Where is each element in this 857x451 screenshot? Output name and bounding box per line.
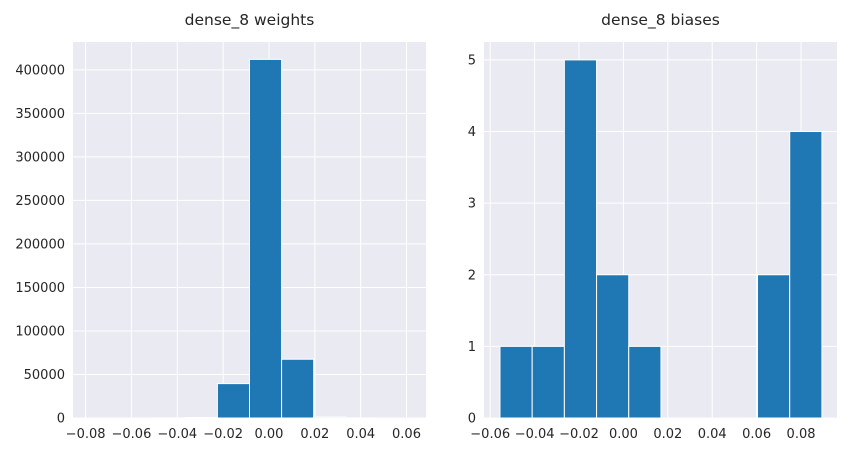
weights-histogram-bar bbox=[281, 358, 315, 419]
biases-y-tick-label: 1 bbox=[468, 340, 476, 355]
biases-histogram-bar bbox=[789, 131, 823, 419]
weights-x-tick-label: −0.02 bbox=[203, 427, 243, 442]
weights-x-tick-label: 0.00 bbox=[255, 427, 284, 442]
weights-y-tick-label: 350000 bbox=[15, 107, 65, 122]
weights-x-tick-label: −0.06 bbox=[112, 427, 152, 442]
biases-y-tick-label: 2 bbox=[468, 268, 476, 283]
biases-y-tick-labels: 0 1 2 3 4 5 bbox=[468, 53, 476, 426]
weights-y-tick-label: 200000 bbox=[15, 237, 65, 252]
weights-histogram-bar bbox=[216, 383, 250, 419]
weights-y-tick-label: 250000 bbox=[15, 194, 65, 209]
weights-x-tick-label: −0.04 bbox=[157, 427, 197, 442]
weights-y-tick-label: 0 bbox=[57, 412, 65, 427]
biases-x-tick-label: 0.06 bbox=[742, 427, 771, 442]
weights-histogram-bar bbox=[313, 416, 347, 419]
biases-x-tick-label: 0.02 bbox=[653, 427, 682, 442]
weights-x-tick-label: 0.02 bbox=[300, 427, 329, 442]
biases-x-tick-label: 0.00 bbox=[609, 427, 638, 442]
biases-histogram-panel: −0.06 −0.04 −0.02 0.00 0.02 0.04 0.06 0.08 0 1 2 3… bbox=[468, 11, 837, 442]
weights-x-tick-label: 0.06 bbox=[392, 427, 421, 442]
weights-x-tick-label: 0.04 bbox=[346, 427, 375, 442]
weights-y-tick-label: 400000 bbox=[15, 63, 65, 78]
biases-chart-title: dense_8 biases bbox=[601, 11, 720, 30]
weights-histogram-panel: −0.08 −0.06 −0.04 −0.02 0.00 0.02 0.04 0.06 0 50… bbox=[15, 11, 426, 442]
biases-x-tick-label: −0.02 bbox=[559, 427, 599, 442]
biases-x-tick-label: −0.06 bbox=[470, 427, 510, 442]
biases-x-tick-label: −0.04 bbox=[515, 427, 555, 442]
biases-histogram-bar bbox=[531, 345, 565, 419]
biases-x-tick-label: 0.04 bbox=[698, 427, 727, 442]
weights-y-tick-label: 100000 bbox=[15, 324, 65, 339]
biases-y-tick-label: 4 bbox=[468, 125, 476, 140]
weights-y-tick-label: 300000 bbox=[15, 150, 65, 165]
biases-y-tick-label: 3 bbox=[468, 197, 476, 212]
weights-y-tick-label: 150000 bbox=[15, 281, 65, 296]
biases-histogram-bar bbox=[628, 345, 662, 419]
weights-x-tick-labels: −0.08 −0.06 −0.04 −0.02 0.00 0.02 0.04 0.06 bbox=[66, 427, 421, 442]
weights-histogram-bar bbox=[249, 58, 283, 419]
weights-chart-title: dense_8 weights bbox=[185, 11, 315, 30]
biases-histogram-bar bbox=[563, 59, 598, 419]
biases-bars bbox=[499, 59, 823, 419]
weights-bars bbox=[88, 58, 411, 419]
biases-y-tick-label: 0 bbox=[468, 412, 476, 427]
weights-y-tick-labels: 0 50000 100000 150000 200000 250000 300000 3500… bbox=[15, 63, 65, 426]
biases-histogram-bar bbox=[596, 274, 630, 419]
biases-y-tick-label: 5 bbox=[468, 53, 476, 68]
biases-x-tick-labels: −0.06 −0.04 −0.02 0.00 0.02 0.04 0.06 0.08 bbox=[470, 427, 815, 442]
weights-y-tick-label: 50000 bbox=[24, 368, 65, 383]
biases-histogram-bar bbox=[757, 274, 791, 419]
biases-x-tick-label: 0.08 bbox=[787, 427, 816, 442]
weights-x-tick-label: −0.08 bbox=[66, 427, 106, 442]
biases-histogram-bar bbox=[499, 345, 533, 419]
